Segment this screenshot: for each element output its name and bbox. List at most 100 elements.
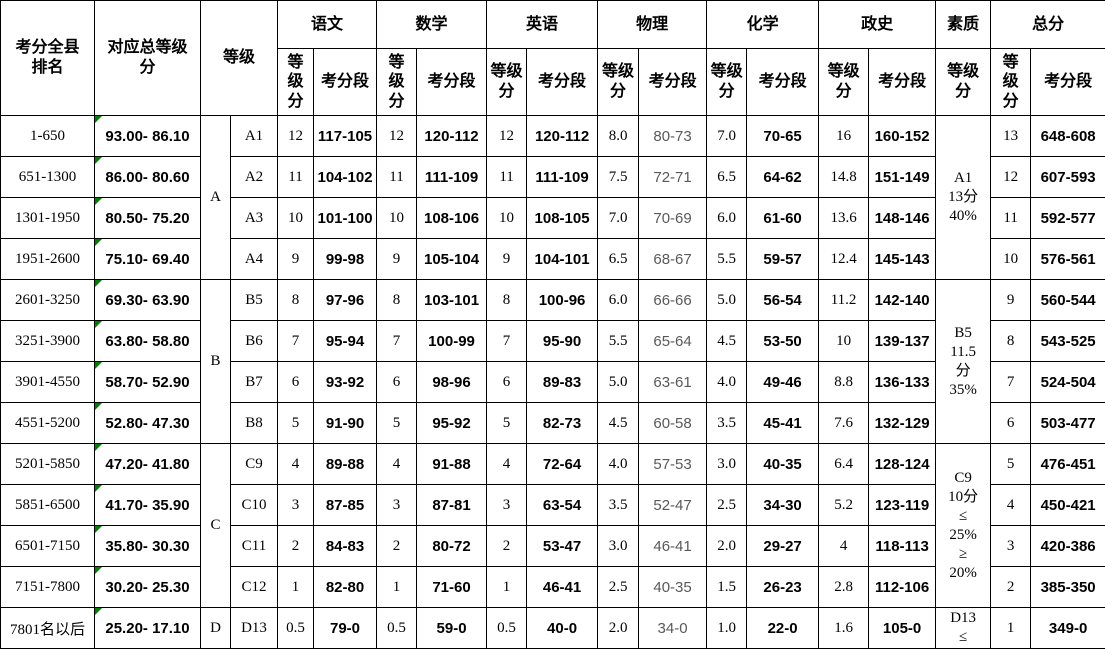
cell-quality-grade[interactable]: C9 10分 ≤ 25% ≥ 20%: [935, 443, 992, 608]
cell-english-grade-score[interactable]: 1: [486, 566, 528, 608]
cell-grade-sub[interactable]: C9: [229, 443, 279, 485]
cell-physics-score-range[interactable]: 66-66: [638, 279, 708, 321]
header-math-score-range[interactable]: 考分段: [416, 48, 488, 116]
header-quality-column[interactable]: 素质: [935, 0, 992, 49]
cell-chemistry-grade-score[interactable]: 7.0: [706, 115, 748, 157]
cell-math-grade-score[interactable]: 1: [376, 566, 418, 608]
cell-english-grade-score[interactable]: 12: [486, 115, 528, 157]
cell-english-grade-score[interactable]: 10: [486, 197, 528, 239]
cell-chemistry-grade-score[interactable]: 1.5: [706, 566, 748, 608]
cell-politics-history-grade-score[interactable]: 11.2: [818, 279, 870, 321]
cell-chemistry-grade-score[interactable]: 6.5: [706, 156, 748, 198]
cell-chinese-grade-score[interactable]: 5: [277, 402, 315, 444]
cell-math-grade-score[interactable]: 2: [376, 525, 418, 567]
header-total-score-range[interactable]: 考分段: [1030, 48, 1105, 116]
header-total-grade-column[interactable]: 对应总等级 分: [94, 0, 201, 116]
cell-total-grade-score[interactable]: 41.70- 35.90: [94, 484, 201, 526]
cell-english-score-range[interactable]: 100-96: [526, 279, 599, 321]
cell-quality-grade[interactable]: B5 11.5 分 35%: [935, 279, 992, 444]
cell-english-grade-score[interactable]: 3: [486, 484, 528, 526]
cell-math-grade-score[interactable]: 6: [376, 361, 418, 403]
header-physics-grade-score[interactable]: 等级 分: [597, 48, 640, 116]
cell-rank[interactable]: 6501-7150: [0, 525, 95, 567]
cell-physics-grade-score[interactable]: 5.0: [597, 361, 640, 403]
cell-rank[interactable]: 3901-4550: [0, 361, 95, 403]
cell-english-grade-score[interactable]: 9: [486, 238, 528, 280]
cell-rank[interactable]: 5851-6500: [0, 484, 95, 526]
cell-physics-score-range[interactable]: 70-69: [638, 197, 708, 239]
cell-physics-score-range[interactable]: 72-71: [638, 156, 708, 198]
cell-politics-history-score-range[interactable]: 136-133: [868, 361, 937, 403]
cell-total-grade-score[interactable]: 35.80- 30.30: [94, 525, 201, 567]
cell-math-score-range[interactable]: 108-106: [416, 197, 488, 239]
cell-physics-score-range[interactable]: 65-64: [638, 320, 708, 362]
header-grade-column[interactable]: 等级: [199, 0, 279, 116]
cell-grade-sub[interactable]: A1: [229, 115, 279, 157]
cell-total-grade-score[interactable]: 69.30- 63.90: [94, 279, 201, 321]
cell-english-grade-score[interactable]: 11: [486, 156, 528, 198]
cell-politics-history-grade-score[interactable]: 13.6: [818, 197, 870, 239]
cell-total-score-range[interactable]: 607-593: [1030, 156, 1105, 198]
cell-grade-sub[interactable]: C11: [229, 525, 279, 567]
cell-total-grade-score[interactable]: 52.80- 47.30: [94, 402, 201, 444]
cell-math-score-range[interactable]: 100-99: [416, 320, 488, 362]
cell-total-score-range[interactable]: 543-525: [1030, 320, 1105, 362]
header-math-grade-score[interactable]: 等 级 分: [376, 48, 418, 116]
cell-chemistry-score-range[interactable]: 45-41: [746, 402, 820, 444]
cell-total-grade-score-value[interactable]: 2: [990, 566, 1032, 608]
cell-politics-history-score-range[interactable]: 160-152: [868, 115, 937, 157]
cell-chemistry-score-range[interactable]: 49-46: [746, 361, 820, 403]
cell-chinese-score-range[interactable]: 79-0: [313, 607, 378, 649]
cell-grade-letter[interactable]: B: [200, 279, 231, 444]
cell-physics-score-range[interactable]: 80-73: [638, 115, 708, 157]
cell-math-score-range[interactable]: 111-109: [416, 156, 488, 198]
cell-total-score-range[interactable]: 476-451: [1030, 443, 1105, 485]
cell-rank[interactable]: 1301-1950: [0, 197, 95, 239]
cell-politics-history-score-range[interactable]: 142-140: [868, 279, 937, 321]
cell-total-grade-score-value[interactable]: 11: [990, 197, 1032, 239]
header-quality-grade-score[interactable]: 等级 分: [935, 48, 992, 116]
cell-quality-grade[interactable]: A1 13分 40%: [935, 115, 992, 280]
cell-chinese-grade-score[interactable]: 4: [277, 443, 315, 485]
cell-chemistry-grade-score[interactable]: 3.0: [706, 443, 748, 485]
cell-politics-history-grade-score[interactable]: 1.6: [818, 607, 870, 649]
cell-physics-grade-score[interactable]: 7.5: [597, 156, 640, 198]
cell-math-grade-score[interactable]: 10: [376, 197, 418, 239]
cell-politics-history-score-range[interactable]: 132-129: [868, 402, 937, 444]
cell-politics-history-grade-score[interactable]: 12.4: [818, 238, 870, 280]
cell-grade-sub[interactable]: D13: [229, 607, 279, 649]
cell-physics-score-range[interactable]: 57-53: [638, 443, 708, 485]
cell-total-score-range[interactable]: 503-477: [1030, 402, 1105, 444]
cell-math-score-range[interactable]: 105-104: [416, 238, 488, 280]
cell-total-grade-score-value[interactable]: 6: [990, 402, 1032, 444]
header-chemistry-grade-score[interactable]: 等级 分: [706, 48, 748, 116]
cell-physics-grade-score[interactable]: 2.5: [597, 566, 640, 608]
cell-total-grade-score-value[interactable]: 13: [990, 115, 1032, 157]
header-subject-chemistry[interactable]: 化学: [706, 0, 820, 49]
header-rank-column[interactable]: 考分全县 排名: [0, 0, 95, 116]
cell-english-grade-score[interactable]: 7: [486, 320, 528, 362]
cell-physics-score-range[interactable]: 34-0: [638, 607, 708, 649]
cell-grade-sub[interactable]: A3: [229, 197, 279, 239]
cell-english-grade-score[interactable]: 2: [486, 525, 528, 567]
cell-politics-history-score-range[interactable]: 123-119: [868, 484, 937, 526]
cell-grade-sub[interactable]: C12: [229, 566, 279, 608]
cell-total-score-range[interactable]: 592-577: [1030, 197, 1105, 239]
cell-chinese-grade-score[interactable]: 0.5: [277, 607, 315, 649]
cell-chinese-grade-score[interactable]: 6: [277, 361, 315, 403]
cell-math-grade-score[interactable]: 5: [376, 402, 418, 444]
cell-math-grade-score[interactable]: 11: [376, 156, 418, 198]
cell-politics-history-grade-score[interactable]: 10: [818, 320, 870, 362]
cell-politics-history-grade-score[interactable]: 4: [818, 525, 870, 567]
cell-english-score-range[interactable]: 82-73: [526, 402, 599, 444]
cell-grade-sub[interactable]: C10: [229, 484, 279, 526]
cell-total-grade-score-value[interactable]: 8: [990, 320, 1032, 362]
cell-english-score-range[interactable]: 111-109: [526, 156, 599, 198]
cell-chinese-score-range[interactable]: 104-102: [313, 156, 378, 198]
cell-english-grade-score[interactable]: 6: [486, 361, 528, 403]
cell-total-grade-score-value[interactable]: 4: [990, 484, 1032, 526]
cell-chemistry-score-range[interactable]: 34-30: [746, 484, 820, 526]
cell-rank[interactable]: 1-650: [0, 115, 95, 157]
cell-total-grade-score-value[interactable]: 7: [990, 361, 1032, 403]
header-physics-score-range[interactable]: 考分段: [638, 48, 708, 116]
